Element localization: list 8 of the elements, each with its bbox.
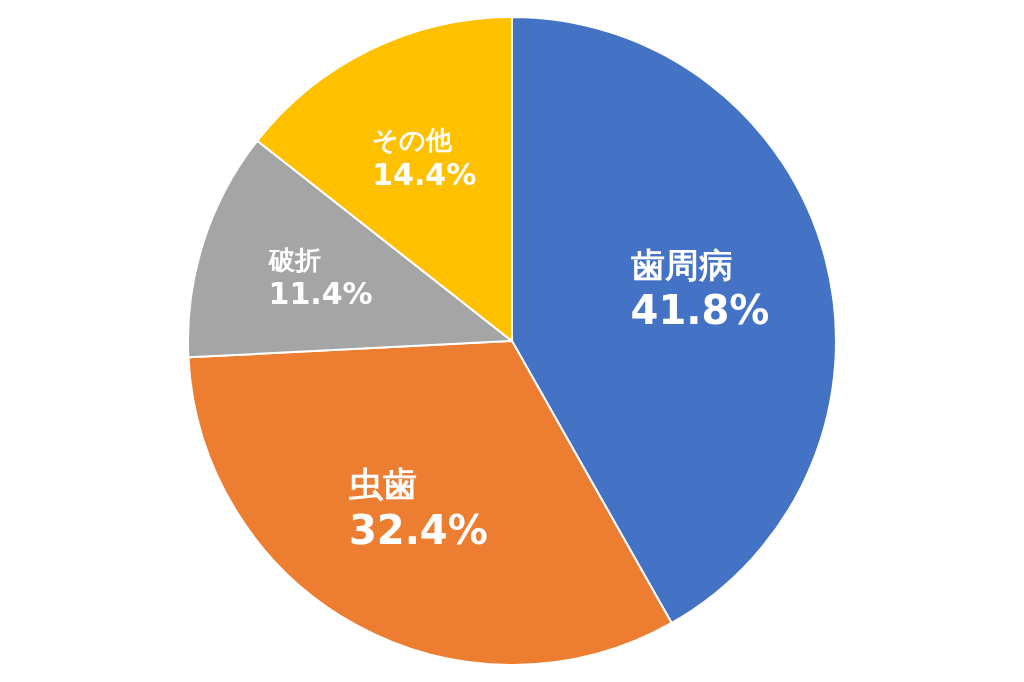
slice-label: その他 <box>372 124 454 155</box>
data-label: 32.4% <box>348 506 488 553</box>
slice-label: 歯周病 <box>630 244 733 285</box>
data-label: 11.4% <box>268 276 373 312</box>
slice-label: 破折 <box>267 244 321 275</box>
slice-label: 虫歯 <box>347 464 417 505</box>
data-label: 41.8% <box>630 286 770 333</box>
data-label: 14.4% <box>372 156 477 192</box>
